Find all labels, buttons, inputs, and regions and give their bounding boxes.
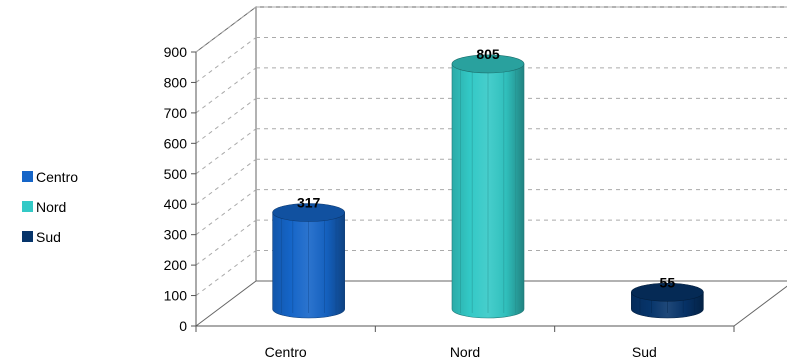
- data-label: 805: [476, 46, 500, 62]
- legend-label: Nord: [36, 198, 67, 215]
- legend-swatch: [22, 231, 33, 242]
- legend-item-nord: Nord: [22, 198, 78, 215]
- y-tick-label: 300: [164, 227, 188, 243]
- legend-item-sud: Sud: [22, 228, 78, 245]
- x-tick-label: Nord: [450, 344, 480, 360]
- legend-swatch: [22, 171, 33, 182]
- x-tick-label: Sud: [632, 344, 657, 360]
- chart-axes: [195, 52, 734, 327]
- y-tick-label: 500: [164, 166, 188, 182]
- bar-top: [272, 203, 345, 222]
- legend-label: Sud: [36, 228, 61, 245]
- y-tick-label: 600: [164, 135, 188, 151]
- side-wall: [196, 7, 256, 326]
- y-tick-label: 0: [179, 318, 187, 334]
- y-tick-label: 700: [164, 105, 188, 121]
- data-label: 317: [297, 194, 321, 210]
- x-tick-label: Centro: [265, 344, 307, 360]
- x-axis-tick-labels: Centro Nord Sud: [195, 326, 735, 360]
- data-labels: 317 805 55: [297, 46, 675, 290]
- legend: Centro Nord Sud: [22, 168, 78, 245]
- bar-nord: [451, 54, 525, 319]
- y-tick-label: 900: [164, 44, 188, 60]
- y-tick-label: 400: [164, 196, 188, 212]
- y-tick-label: 100: [164, 288, 188, 304]
- bar-centro: [272, 203, 345, 319]
- legend-swatch: [22, 201, 33, 212]
- gridlines: [195, 6, 787, 296]
- bar-top: [451, 54, 525, 74]
- bar-top: [631, 282, 704, 302]
- y-tick-label: 800: [164, 74, 188, 90]
- y-axis-tick-labels: 0 100 200 300 400 500 600 700 800 900: [164, 44, 196, 334]
- y-tick-label: 200: [164, 257, 188, 273]
- bars: [272, 54, 704, 319]
- legend-item-centro: Centro: [22, 168, 78, 185]
- bar-sud: [631, 282, 704, 319]
- legend-label: Centro: [36, 168, 79, 185]
- data-label: 55: [660, 274, 676, 290]
